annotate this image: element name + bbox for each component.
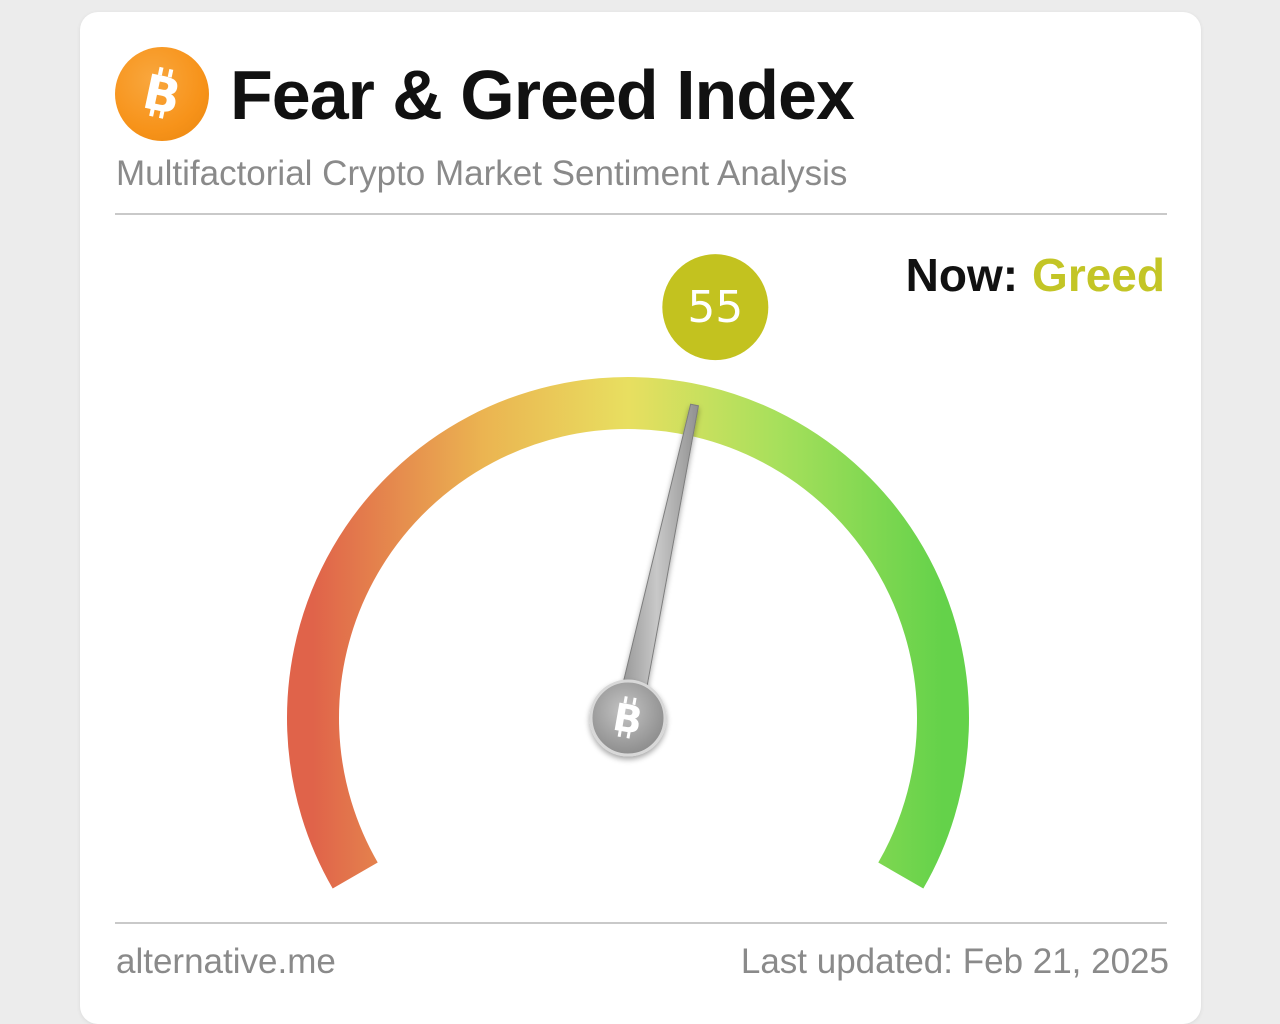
now-value: Greed — [1032, 249, 1165, 301]
page-title: Fear & Greed Index — [230, 56, 855, 134]
gauge-arc — [287, 377, 969, 889]
page-subtitle: Multifactorial Crypto Market Sentiment A… — [116, 154, 848, 193]
value-badge: 55 — [662, 254, 769, 361]
footer-divider — [115, 922, 1167, 924]
fear-greed-card: B Fear & Greed Index Multifactorial Cryp… — [80, 12, 1201, 1024]
current-sentiment: Now: Greed — [906, 252, 1165, 298]
needle-hub-bitcoin-icon: B — [589, 679, 667, 757]
value-badge-label: 55 — [687, 282, 743, 333]
last-updated: Last updated: Feb 21, 2025 — [740, 942, 1169, 981]
now-label: Now: — [905, 249, 1019, 301]
header-divider — [115, 213, 1167, 215]
gauge-needle — [614, 403, 700, 722]
bitcoin-logo-icon: B — [115, 47, 209, 141]
source-link[interactable]: alternative.me — [116, 942, 336, 981]
sentiment-gauge: B 55 — [287, 254, 969, 889]
